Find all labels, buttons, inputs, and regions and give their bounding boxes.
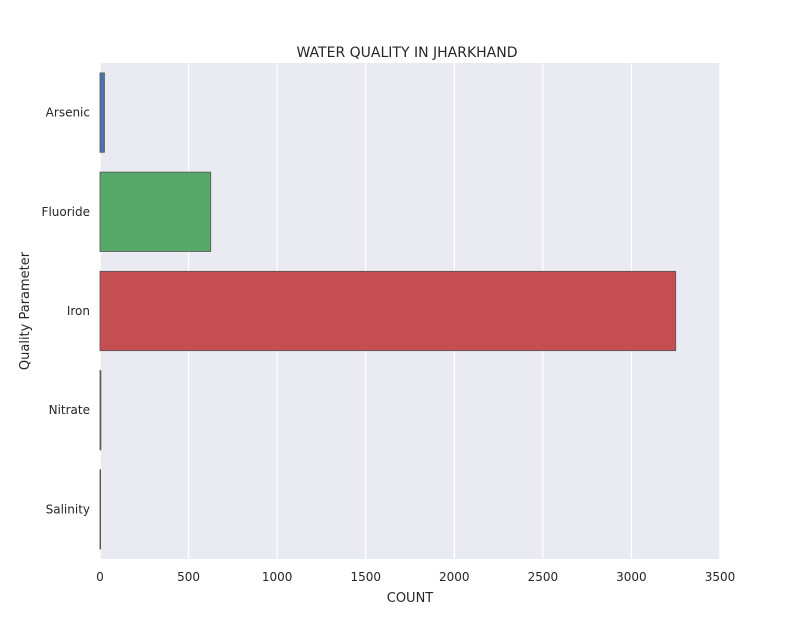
- y-tick-label: Arsenic: [46, 106, 90, 120]
- x-tick-label: 500: [177, 570, 200, 584]
- x-tick-label: 3500: [705, 570, 736, 584]
- bars: [99, 72, 677, 550]
- y-tick-label: Fluoride: [42, 205, 90, 219]
- x-tick-label: 1000: [262, 570, 293, 584]
- chart-title: WATER QUALITY IN JHARKHAND: [296, 45, 517, 61]
- y-axis-label: Quality Parameter: [18, 251, 33, 370]
- y-tick-label: Iron: [67, 304, 90, 318]
- x-tick-label: 3000: [616, 570, 647, 584]
- x-tick-label: 0: [96, 570, 104, 584]
- bar-salinity: [99, 469, 102, 550]
- x-tick-labels: 0 500 1000 1500 2000 2500 3000 3500: [96, 570, 735, 584]
- bar-fluoride: [99, 171, 212, 252]
- y-tick-label: Salinity: [46, 502, 90, 516]
- x-tick-label: 2000: [439, 570, 470, 584]
- bar-arsenic: [99, 72, 105, 153]
- x-tick-label: 2500: [528, 570, 559, 584]
- bar-nitrate: [99, 370, 102, 451]
- x-tick-label: 1500: [350, 570, 381, 584]
- y-tick-label: Nitrate: [49, 403, 90, 417]
- x-axis-label: COUNT: [387, 591, 434, 606]
- y-tick-labels: Arsenic Fluoride Iron Nitrate Salinity: [42, 106, 90, 517]
- bar-iron: [99, 270, 677, 352]
